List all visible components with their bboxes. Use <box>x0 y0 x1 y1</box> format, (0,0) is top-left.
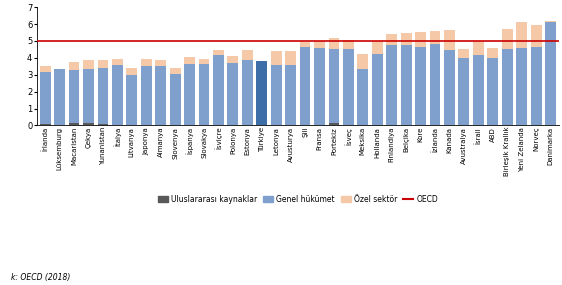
Bar <box>54 69 65 125</box>
Bar <box>386 45 397 125</box>
Bar <box>386 34 397 45</box>
Bar <box>444 50 455 125</box>
Bar <box>314 48 325 125</box>
Bar <box>112 59 123 66</box>
Bar <box>429 31 441 44</box>
Bar <box>401 45 411 125</box>
Bar <box>271 66 282 125</box>
Bar <box>228 63 238 125</box>
Bar <box>459 48 469 58</box>
Bar <box>184 64 195 125</box>
Bar <box>40 66 51 72</box>
Bar <box>314 41 325 48</box>
Bar <box>213 50 224 55</box>
Bar <box>372 41 383 54</box>
Bar <box>242 50 253 60</box>
Bar <box>300 47 310 125</box>
Bar <box>531 25 542 47</box>
Bar <box>40 124 51 125</box>
Bar <box>545 22 556 125</box>
Bar <box>141 66 152 125</box>
Text: k: OECD (2018): k: OECD (2018) <box>11 273 71 282</box>
Bar <box>83 69 94 123</box>
Bar <box>98 68 108 124</box>
Bar <box>473 41 484 55</box>
Bar <box>516 48 527 125</box>
Bar <box>184 57 195 64</box>
Bar <box>228 56 238 63</box>
Bar <box>473 55 484 125</box>
Bar <box>329 38 339 49</box>
Bar <box>213 55 224 125</box>
Bar <box>198 64 210 125</box>
Bar <box>69 62 79 70</box>
Bar <box>357 54 368 69</box>
Bar <box>112 66 123 125</box>
Bar <box>444 30 455 50</box>
Bar <box>343 48 354 125</box>
Legend: Uluslararası kaynaklar, Genel hükümet, Özel sektör, OECD: Uluslararası kaynaklar, Genel hükümet, Ö… <box>155 192 441 207</box>
Bar <box>141 59 152 66</box>
Bar <box>69 70 79 123</box>
Bar <box>170 74 180 125</box>
Bar <box>83 123 94 125</box>
Bar <box>531 47 542 125</box>
Bar <box>285 66 296 125</box>
Bar <box>98 60 108 68</box>
Bar <box>372 54 383 125</box>
Bar <box>256 61 267 125</box>
Bar <box>126 68 137 75</box>
Bar <box>487 48 498 58</box>
Bar <box>502 29 513 48</box>
Bar <box>545 21 556 22</box>
Bar <box>83 60 94 69</box>
Bar <box>98 124 108 125</box>
Bar <box>126 75 137 125</box>
Bar <box>155 66 166 125</box>
Bar <box>329 49 339 123</box>
Bar <box>415 32 426 47</box>
Bar <box>300 42 310 47</box>
Bar <box>155 60 166 66</box>
Bar <box>357 69 368 125</box>
Bar <box>502 48 513 125</box>
Bar <box>242 60 253 125</box>
Bar <box>69 123 79 125</box>
Bar <box>40 72 51 124</box>
Bar <box>487 58 498 125</box>
Bar <box>459 58 469 125</box>
Bar <box>285 51 296 66</box>
Bar <box>170 68 180 74</box>
Bar <box>429 44 441 125</box>
Bar <box>198 59 210 64</box>
Bar <box>415 47 426 125</box>
Bar <box>343 40 354 48</box>
Bar <box>271 51 282 66</box>
Bar <box>516 22 527 48</box>
Bar <box>401 33 411 45</box>
Bar <box>329 123 339 125</box>
